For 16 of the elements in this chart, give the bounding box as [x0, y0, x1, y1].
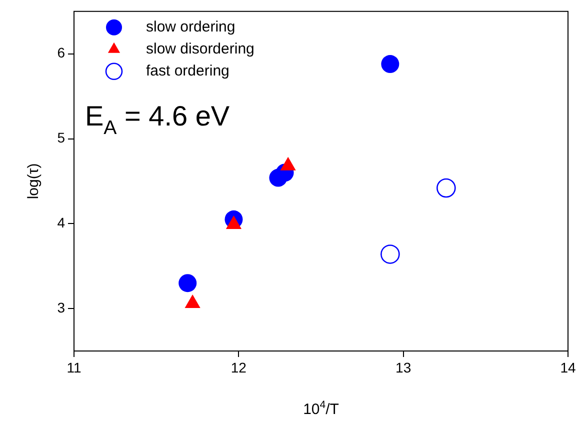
x-tick-label: 13: [396, 359, 412, 376]
y-tick-label: 4: [57, 214, 66, 231]
legend-label: slow ordering: [146, 18, 236, 36]
y-tick-label: 3: [57, 299, 66, 316]
legend-label: slow disordering: [146, 40, 254, 58]
x-tick-label: 14: [560, 359, 576, 376]
y-axis-title: log(τ): [25, 163, 42, 200]
point: [436, 178, 456, 198]
point: [380, 244, 400, 264]
legend-label: fast ordering: [146, 62, 230, 80]
x-tick-label: 11: [66, 359, 82, 376]
point: [381, 55, 400, 74]
point: [178, 274, 197, 292]
y-tick-label: 5: [57, 130, 66, 146]
y-tick-label: 6: [57, 44, 66, 61]
x-tick-label: 12: [230, 359, 247, 376]
